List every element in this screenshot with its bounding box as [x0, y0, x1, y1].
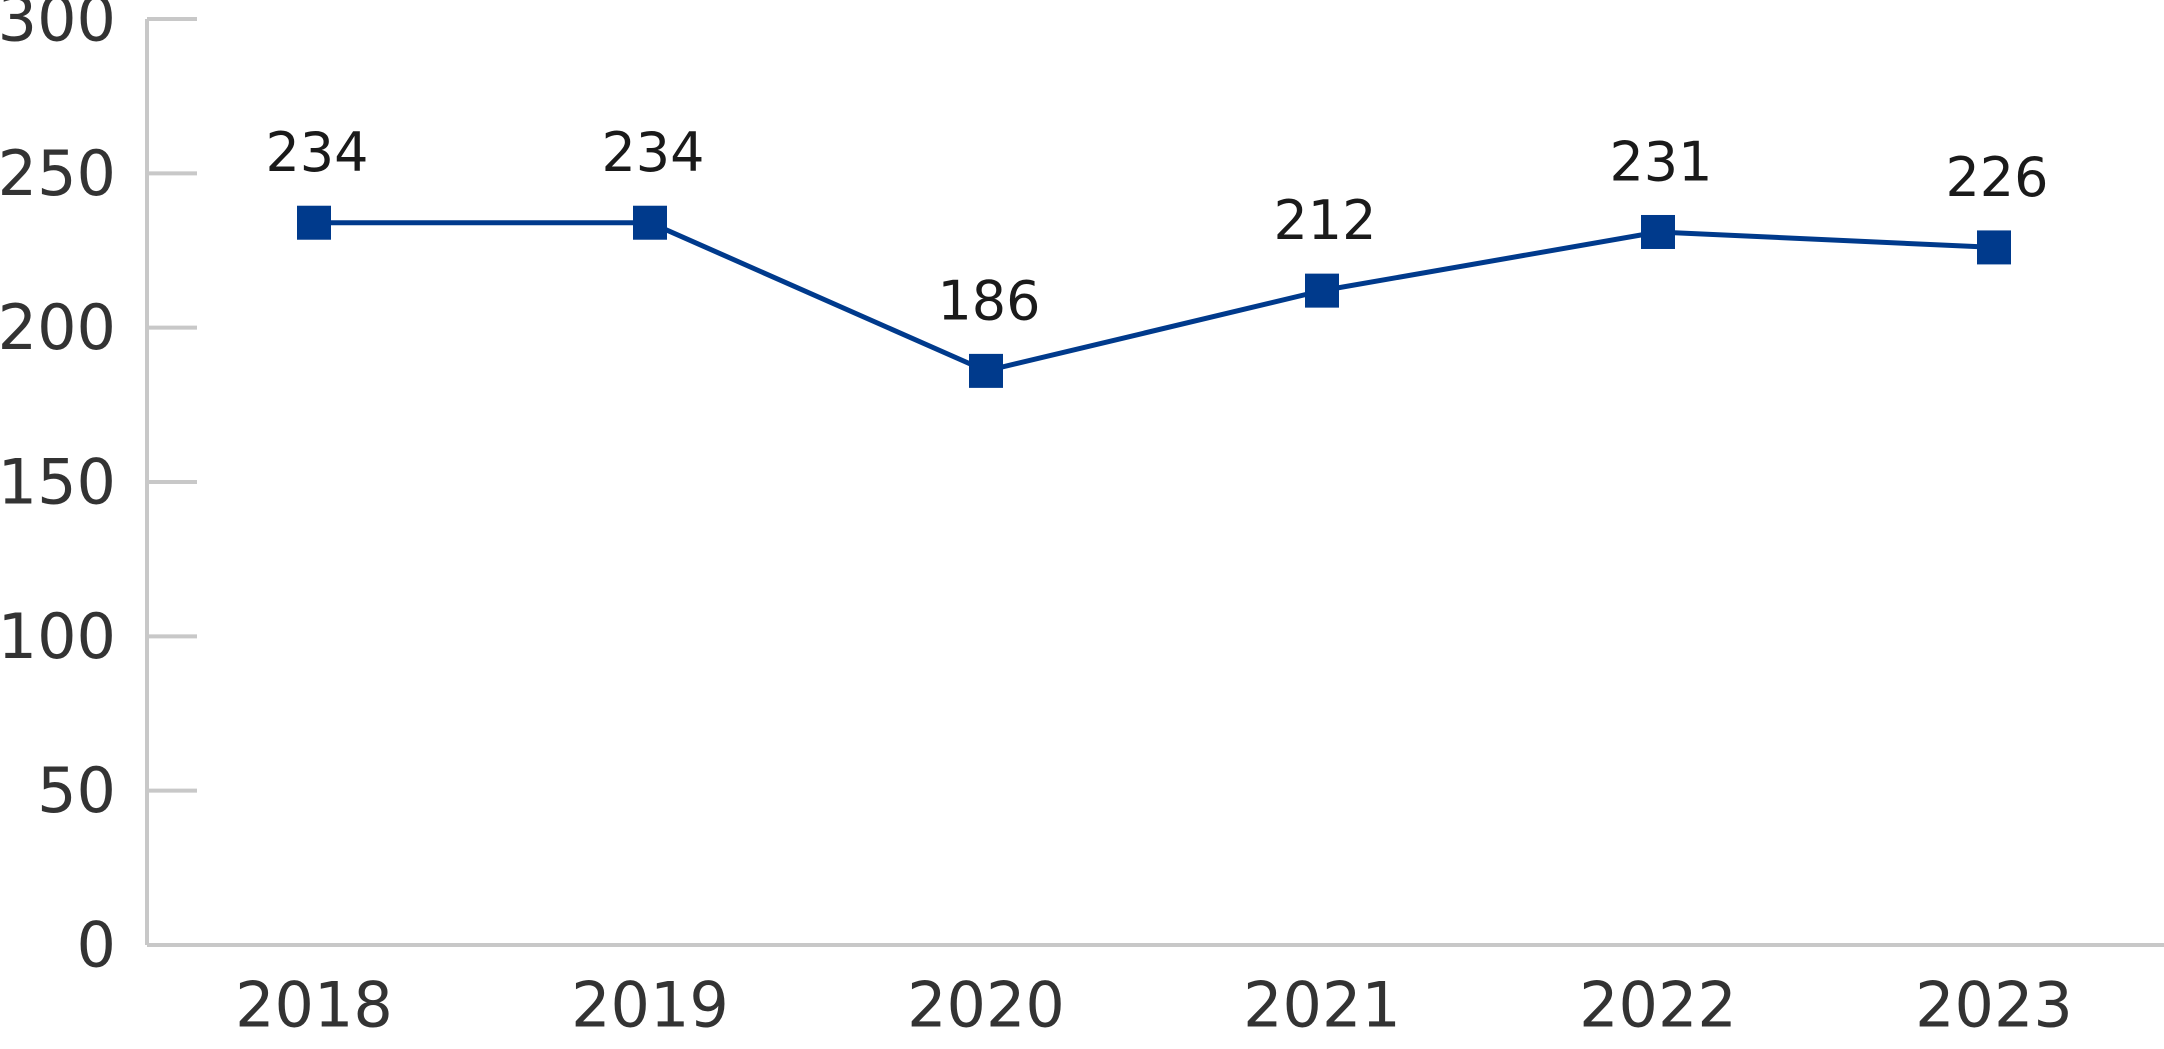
x-tick-label: 2022: [1579, 969, 1737, 1042]
data-point-marker: [633, 205, 667, 240]
data-label: 234: [265, 121, 368, 184]
data-point-marker: [297, 205, 331, 240]
y-axis: 0 50 100 150 200 250 300: [0, 0, 197, 982]
x-tick-label: 2023: [1915, 969, 2073, 1042]
data-label: 231: [1609, 130, 1712, 193]
data-point-marker: [1305, 273, 1339, 308]
data-label: 226: [1945, 146, 2048, 209]
data-labels: 234 234 186 212 231 226: [265, 121, 2048, 332]
x-tick-label: 2019: [571, 969, 729, 1042]
y-tick-label: 200: [0, 291, 116, 364]
y-tick-label: 50: [37, 754, 116, 827]
y-tick-label: 150: [0, 446, 116, 519]
series: [297, 205, 2011, 388]
y-tick-label: 100: [0, 600, 116, 673]
y-tick-label: 250: [0, 137, 116, 210]
data-label: 234: [601, 121, 704, 184]
x-tick-label: 2021: [1243, 969, 1401, 1042]
data-point-marker: [1977, 230, 2011, 265]
data-point-marker: [969, 353, 1003, 388]
x-axis: 2018 2019 2020 2021 2022 2023: [147, 943, 2164, 1042]
data-point-marker: [1641, 214, 1675, 249]
x-tick-label: 2020: [907, 969, 1065, 1042]
data-label: 212: [1273, 189, 1376, 252]
data-label: 186: [937, 269, 1040, 332]
series-line: [314, 220, 1995, 374]
y-tick-label: 0: [77, 909, 116, 982]
y-tick-label: 300: [0, 0, 116, 56]
x-tick-label: 2018: [235, 969, 393, 1042]
